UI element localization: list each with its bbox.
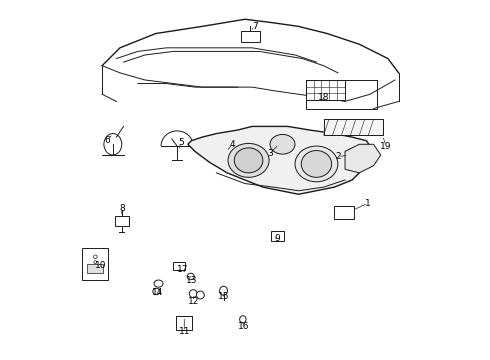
Bar bbox=[173, 262, 185, 270]
Polygon shape bbox=[188, 126, 373, 194]
Bar bbox=[306, 80, 345, 100]
Text: 7: 7 bbox=[252, 22, 258, 31]
Text: 18: 18 bbox=[318, 93, 329, 102]
Ellipse shape bbox=[94, 255, 97, 258]
Text: 17: 17 bbox=[177, 265, 188, 274]
Text: 15: 15 bbox=[218, 292, 229, 301]
Bar bbox=[87, 264, 103, 273]
Text: 14: 14 bbox=[152, 288, 163, 297]
Ellipse shape bbox=[196, 291, 204, 299]
Bar bbox=[82, 248, 108, 280]
Text: 1: 1 bbox=[366, 199, 371, 208]
Ellipse shape bbox=[240, 316, 246, 323]
Ellipse shape bbox=[220, 286, 227, 295]
Bar bbox=[176, 316, 193, 330]
Ellipse shape bbox=[94, 261, 97, 264]
Text: 9: 9 bbox=[274, 234, 280, 243]
Bar bbox=[306, 80, 377, 109]
Ellipse shape bbox=[270, 134, 295, 154]
Text: 6: 6 bbox=[104, 136, 110, 145]
Ellipse shape bbox=[154, 280, 163, 287]
Text: 11: 11 bbox=[178, 327, 190, 336]
Text: 19: 19 bbox=[380, 141, 392, 150]
Text: 5: 5 bbox=[178, 138, 184, 147]
Text: 12: 12 bbox=[188, 297, 199, 306]
Text: 4: 4 bbox=[230, 140, 235, 149]
Text: 13: 13 bbox=[186, 275, 197, 284]
Ellipse shape bbox=[295, 146, 338, 182]
Bar bbox=[115, 216, 129, 226]
Ellipse shape bbox=[153, 288, 160, 295]
Text: 3: 3 bbox=[267, 149, 273, 158]
Bar bbox=[334, 206, 354, 219]
Ellipse shape bbox=[228, 143, 269, 177]
Text: 16: 16 bbox=[238, 322, 249, 331]
Text: 10: 10 bbox=[95, 261, 106, 270]
Bar bbox=[241, 31, 260, 42]
Ellipse shape bbox=[301, 150, 332, 177]
Text: 8: 8 bbox=[119, 204, 124, 213]
Bar bbox=[323, 119, 383, 135]
Polygon shape bbox=[345, 144, 381, 173]
Ellipse shape bbox=[187, 273, 194, 280]
Ellipse shape bbox=[104, 134, 122, 155]
Ellipse shape bbox=[234, 148, 263, 173]
Text: 2: 2 bbox=[335, 152, 341, 161]
Bar bbox=[270, 231, 284, 242]
Ellipse shape bbox=[189, 290, 197, 297]
